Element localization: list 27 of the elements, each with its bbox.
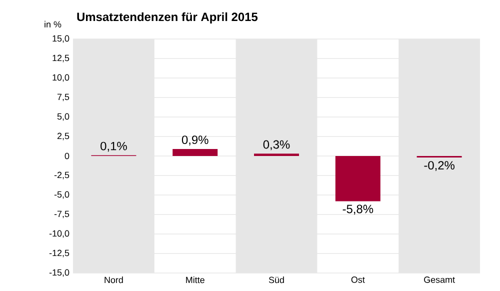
data-label: -5,8% (342, 204, 374, 215)
y-tick-label: -2,5 (54, 172, 70, 180)
data-label: 0,1% (100, 142, 127, 152)
y-tick-label: -12,5 (49, 250, 70, 258)
y-tick-label: 0 (64, 152, 70, 160)
y-tick-label: 5,0 (57, 113, 70, 121)
y-tick-label: 7,5 (57, 94, 70, 102)
chart-title: Umsatztendenzen für April 2015 (77, 12, 258, 24)
y-axis-title: in % (44, 20, 62, 28)
y-tick-label: 10,0 (52, 74, 70, 82)
x-tick-label: Ost (351, 276, 365, 283)
y-tick-label: 15,0 (52, 35, 70, 43)
y-tick-label: 12,5 (52, 54, 70, 62)
y-tick-label: -15,0 (49, 269, 70, 277)
x-tick-label: Nord (104, 276, 123, 284)
data-label: -0,2% (424, 161, 454, 171)
y-tick-label: -5,0 (54, 191, 70, 199)
bar (335, 156, 380, 202)
x-tick-label: Süd (268, 276, 284, 284)
x-tick-label: Gesamt (424, 276, 455, 283)
data-label: 0,9% (182, 136, 208, 146)
data-label: 0,3% (263, 140, 290, 150)
y-tick-label: -7,5 (54, 210, 70, 218)
y-tick-label: 2,5 (57, 132, 70, 140)
bar (172, 148, 218, 156)
x-tick-label: Mitte (186, 276, 204, 284)
y-tick-label: -10,0 (49, 230, 70, 238)
